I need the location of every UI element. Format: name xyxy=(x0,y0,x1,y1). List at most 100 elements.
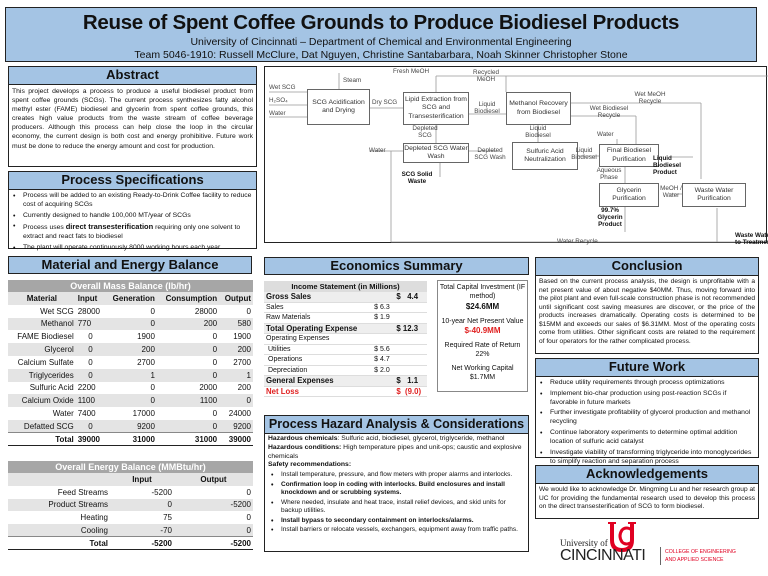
cell: 0 xyxy=(212,409,218,419)
total-row: Total -5200 -5200 xyxy=(8,536,253,551)
logo-univ-of: University of xyxy=(560,538,608,548)
label-wet-scg: Wet SCG xyxy=(269,84,296,91)
cell xyxy=(394,354,427,366)
cell: General Expenses xyxy=(264,375,373,387)
table-row: Cooling -70 0 xyxy=(8,524,253,537)
hazard-heading: Process Hazard Analysis & Considerations xyxy=(265,416,528,434)
cell: 0 xyxy=(105,317,157,331)
cell: Gross Sales xyxy=(264,291,373,303)
table-row: Glycerol 0 200 0 200 xyxy=(8,343,253,356)
process-flow-diagram: SCG Acidification and Drying Lipid Extra… xyxy=(264,66,768,246)
cell: 0 xyxy=(75,368,106,382)
table-row: Feed Streams -5200 0 xyxy=(8,486,253,499)
uc-ceas-logo: University of CINCINNATI COLLEGE OF ENGI… xyxy=(560,520,750,572)
poster-header: Reuse of Spent Coffee Grounds to Produce… xyxy=(5,7,757,62)
cell: 39000 xyxy=(75,432,106,447)
hazard-section: Process Hazard Analysis & Considerations… xyxy=(264,415,529,552)
table-row: Defatted SCG 0 9200 0 9200 xyxy=(8,419,253,433)
label-aqueous-phase: Aqueous Phase xyxy=(596,167,622,182)
future-item: Further investigate profitability of gly… xyxy=(540,409,755,427)
hazard-cond-label: Hazardous conditions: xyxy=(268,443,342,451)
cell: 0 xyxy=(246,513,251,523)
cell xyxy=(372,323,395,334)
label-depleted-scg-wash: Depleted SCG Wash xyxy=(474,147,506,162)
cell xyxy=(394,312,427,324)
cell: 0 xyxy=(150,383,155,393)
cell: Operations xyxy=(264,354,373,366)
logo-college: COLLEGE OF ENGINEERING AND APPLIED SCIEN… xyxy=(665,549,736,564)
box-neutralization: Sulfuric Acid Neutralization xyxy=(512,142,578,170)
cell: $ 6.3 xyxy=(372,302,395,313)
safety-item: Install bypass to secondary containment … xyxy=(271,517,525,527)
cell: 200 xyxy=(237,383,251,393)
cell: 0 xyxy=(212,332,218,342)
table-row: General Expenses $ 1.1 xyxy=(264,375,427,387)
table-row: Water 7400 17000 0 24000 xyxy=(8,407,253,420)
cell: 7400 xyxy=(77,409,96,419)
safety-item: Install temperature, pressure, and flow … xyxy=(271,471,525,481)
income-caption: Income Statement (in Millions) xyxy=(264,281,427,292)
safety-label: Safety recommendations: xyxy=(268,461,352,469)
cell xyxy=(372,375,395,387)
cell: 0 xyxy=(150,306,155,316)
nwc-label: Net Working Capital xyxy=(451,364,514,372)
table-row: Utilities $ 5.6 xyxy=(264,344,427,355)
label-liquid-biodiesel-3: Liquid Biodiesel xyxy=(571,147,597,162)
label-water-recycle: Water Recycle xyxy=(557,238,598,245)
safety-list: Install temperature, pressure, and flow … xyxy=(268,470,525,535)
cell: Net Loss xyxy=(264,386,373,397)
economics-kpi-panel: Total Capital Investment (IF method) $24… xyxy=(437,280,528,392)
cell: 0 xyxy=(105,394,157,408)
table-row: Calcium Sulfate 0 2700 0 2700 xyxy=(8,356,253,369)
npv-value: $-40.9MM xyxy=(464,326,501,336)
net-loss-row: Net Loss $ (9.0) xyxy=(264,386,427,397)
box-methanol-recovery: Methanol Recovery from Biodiesel xyxy=(506,92,571,125)
team-line: Team 5046-1910: Russell McClure, Dat Ngu… xyxy=(134,49,628,61)
cell: $ 12.3 xyxy=(394,323,427,334)
cell: -5200 xyxy=(173,536,253,551)
cell: $ (9.0) xyxy=(394,386,427,397)
cell: 2200 xyxy=(77,383,96,393)
box-final-purification: Final Biodiesel Purification xyxy=(599,144,659,167)
cell: 28000 xyxy=(194,306,218,316)
cell: 0 xyxy=(75,343,106,356)
conclusion-heading: Conclusion xyxy=(536,258,758,276)
economics-heading: Economics Summary xyxy=(264,257,529,275)
col-material: Material xyxy=(8,292,76,305)
spec-item: The plant will operate continuously 8000… xyxy=(13,244,253,253)
cell: 0 xyxy=(219,394,253,408)
cell xyxy=(394,333,427,345)
spec-text: requiring only one solvent to extract an… xyxy=(23,224,241,241)
safety-item: Confirmation loop in coding with interlo… xyxy=(271,481,525,498)
label-water-in: Water xyxy=(269,110,286,117)
cell: 200 xyxy=(105,343,157,356)
cell: Total xyxy=(8,432,76,447)
hazard-chem-label: Hazardous chemicals xyxy=(268,435,338,442)
label-depleted-scg: Depleted SCG xyxy=(412,125,438,140)
future-item: Implement bio-char production using post… xyxy=(540,390,755,408)
cell: 580 xyxy=(219,317,253,331)
cell: -5200 xyxy=(110,536,174,551)
label-glycerin-product: 99.7% Glycerin Product xyxy=(597,207,623,229)
table-row: Product Streams 0 -5200 xyxy=(8,498,253,512)
cell: 200 xyxy=(219,343,253,356)
acknowledgements-text: We would like to acknowledge Dr. Mingmin… xyxy=(539,486,755,511)
table-row: FAME Biodiesel 0 1900 0 1900 xyxy=(8,330,253,343)
label-water-wash: Water xyxy=(369,147,386,154)
conclusion-text: Based on the current process analysis, t… xyxy=(539,278,755,345)
cell: -70 xyxy=(110,524,174,537)
hazard-chem-text: : Sulfuric acid, biodiesel, glycerol, tr… xyxy=(337,435,505,442)
label-liquid-biodiesel-2: Liquid Biodiesel xyxy=(525,125,551,140)
nwc-value: $1.7MM xyxy=(469,374,496,382)
cell: Glycerol xyxy=(8,343,76,356)
cell: $ 1.9 xyxy=(372,312,395,324)
income-statement-table: Income Statement (in Millions) Gross Sal… xyxy=(264,281,427,397)
label-wet-biodiesel-recycle: Wet Biodiesel Recycle xyxy=(589,105,629,120)
col-output: Output xyxy=(219,292,253,305)
cell: Wet SCG xyxy=(40,306,74,316)
energy-balance-table: Overall Energy Balance (MMBtu/hr) Input … xyxy=(8,461,253,551)
meb-heading: Material and Energy Balance xyxy=(8,256,252,274)
tci-value: $24.6MM xyxy=(465,301,500,311)
logo-college-line1: COLLEGE OF ENGINEERING xyxy=(665,549,736,555)
uc-monogram-icon xyxy=(608,522,636,552)
